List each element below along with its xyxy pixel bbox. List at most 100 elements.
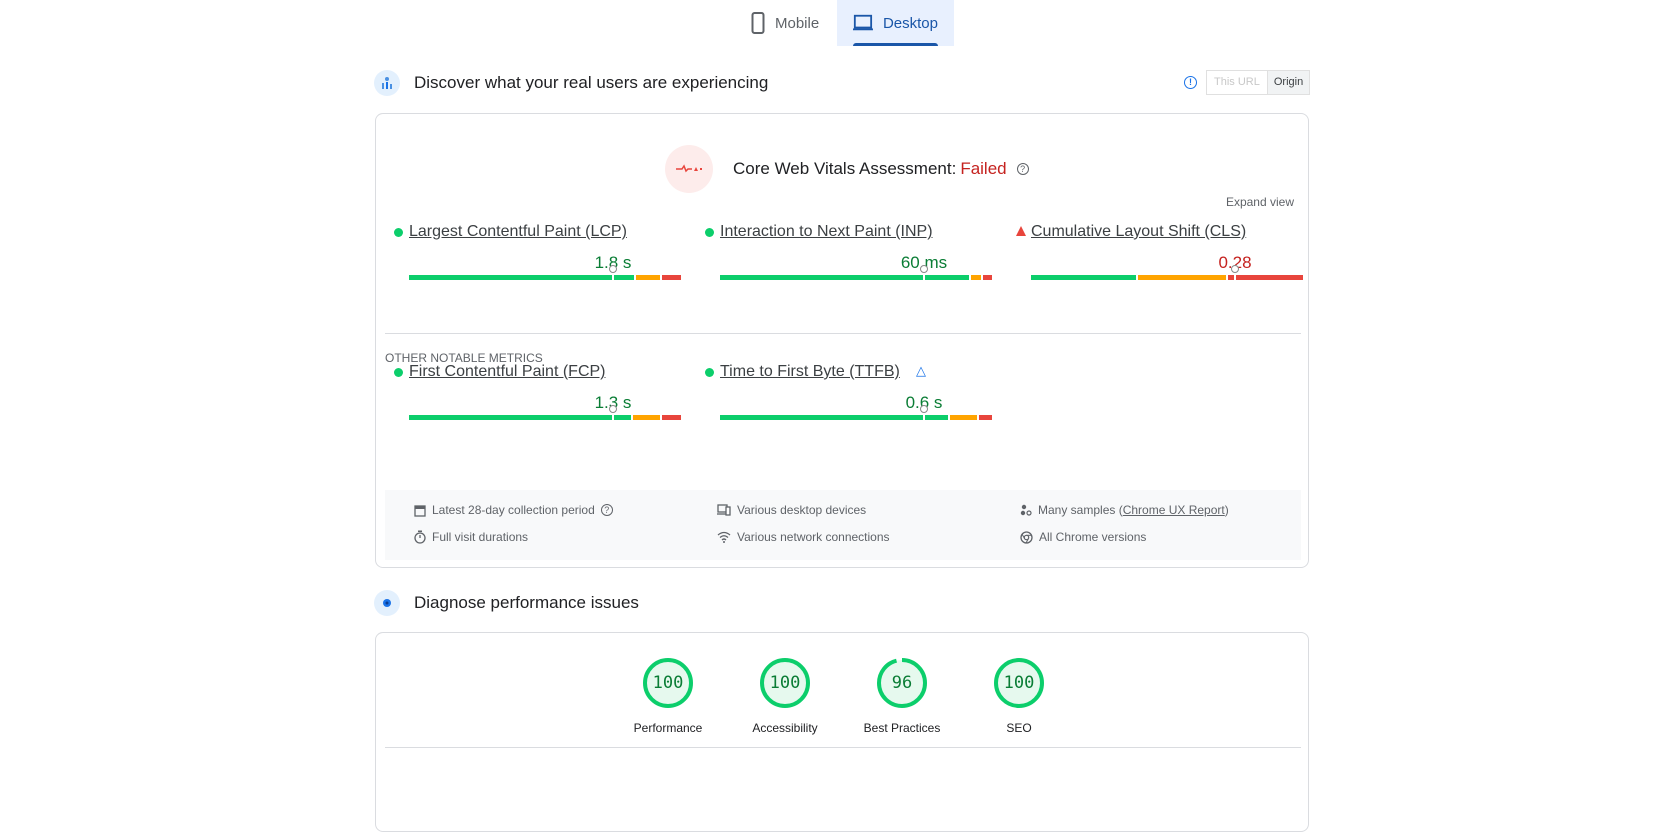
p75-marker (609, 265, 617, 280)
metric-label[interactable]: First Contentful Paint (FCP) (409, 363, 606, 380)
field-section-title: Discover what your real users are experi… (414, 73, 769, 92)
good-segment (1031, 275, 1136, 280)
score-ring (643, 658, 693, 708)
samples-text: Many samples ( (1038, 503, 1123, 517)
visit-durations-text: Full visit durations (432, 530, 529, 544)
distribution-bar (720, 275, 992, 280)
lab-section-title: Diagnose performance issues (414, 593, 639, 612)
metric-value: 1.8 s (594, 253, 632, 272)
tab-desktop[interactable]: Desktop (837, 0, 954, 46)
metric-value: 0.28 (1218, 253, 1252, 272)
samples-suffix: ) (1224, 503, 1229, 517)
expand-view-button[interactable]: Expand view (1225, 195, 1294, 209)
score-label: SEO (1006, 721, 1032, 735)
good-segment (720, 275, 970, 280)
chrome-ux-report-link[interactable]: Chrome UX Report (1122, 503, 1225, 517)
score-label: Accessibility (752, 721, 818, 735)
metric-label[interactable]: Cumulative Layout Shift (CLS) (1031, 223, 1247, 240)
tab-mobile-label: Mobile (775, 14, 820, 32)
score-gauge-seo[interactable]: 100 SEO (959, 657, 1079, 735)
chrome-icon (1020, 530, 1033, 544)
divider (385, 333, 1301, 334)
score-value: 96 (891, 673, 913, 693)
collection-period: Latest 28-day collection period ? (414, 503, 613, 517)
score-gauge-performance[interactable]: 100 Performance (608, 657, 728, 735)
assessment-label: Core Web Vitals Assessment: (733, 159, 957, 178)
needs-improvement-segment (971, 275, 981, 280)
network-text: Various network connections (737, 530, 890, 544)
poor-segment (982, 275, 992, 280)
poor-segment (662, 275, 682, 280)
field-data-card: Core Web Vitals Assessment: Failed ? Exp… (375, 113, 1309, 568)
distribution-bar (1031, 275, 1303, 280)
good-dot-icon (705, 228, 714, 237)
other-metrics-heading: OTHER NOTABLE METRICS (385, 351, 543, 365)
p75-marker (920, 265, 928, 280)
lighthouse-icon (374, 590, 400, 616)
chrome-versions-text: All Chrome versions (1039, 530, 1147, 544)
score-value: 100 (1003, 673, 1035, 693)
help-icon[interactable]: ? (600, 504, 613, 516)
score-ring (877, 658, 927, 708)
score-gauge-accessibility[interactable]: 100 Accessibility (725, 657, 845, 735)
calendar-icon (414, 504, 426, 517)
samples-info: Many samples (Chrome UX Report) (1020, 503, 1229, 517)
good-dot-icon (705, 368, 714, 377)
metric-value: 60 ms (900, 253, 948, 272)
failed-assessment-icon (665, 145, 713, 193)
metric-value: 0.6 s (905, 393, 943, 412)
wifi-icon (717, 531, 731, 543)
good-segment (409, 415, 632, 420)
lab-data-card: 100 Performance 100 Accessibility 96 Best Pra… (375, 632, 1309, 832)
needs-improvement-segment (949, 415, 977, 420)
metric-label[interactable]: Interaction to Next Paint (INP) (720, 223, 933, 240)
chrome-versions-info: All Chrome versions (1020, 530, 1146, 544)
score-label: Performance (633, 721, 703, 735)
this-url-button[interactable]: This URL (1214, 76, 1260, 88)
devices-text: Various desktop devices (737, 503, 867, 517)
metric-value: 1.3 s (594, 393, 632, 412)
needs-improvement-segment (636, 275, 661, 280)
poor-segment (662, 415, 681, 420)
info-icon[interactable]: ! (1184, 76, 1197, 89)
help-icon[interactable]: ? (1016, 163, 1029, 175)
good-segment (720, 415, 948, 420)
score-label: Best Practices (863, 721, 941, 735)
metric-label[interactable]: Largest Contentful Paint (LCP) (409, 223, 627, 240)
data-collection-info: Latest 28-day collection period ? Full v… (385, 490, 1301, 560)
distribution-bar (720, 415, 992, 420)
score-gauge-best-practices[interactable]: 96 Best Practices (842, 657, 962, 735)
score-ring (994, 658, 1044, 708)
devices-icon (717, 504, 731, 516)
collection-period-text: Latest 28-day collection period (432, 503, 595, 517)
poor-triangle-icon (1016, 226, 1026, 236)
poor-segment (1227, 275, 1303, 280)
visit-durations: Full visit durations (414, 530, 528, 544)
poor-segment (978, 415, 992, 420)
needs-improvement-segment (633, 415, 661, 420)
score-value: 100 (652, 673, 684, 693)
p75-marker (1231, 265, 1239, 280)
desktop-icon (853, 14, 873, 31)
origin-button[interactable]: Origin (1266, 71, 1310, 94)
samples-icon (1020, 504, 1032, 516)
url-origin-toggle: This URL Origin (1206, 70, 1311, 95)
good-dot-icon (394, 368, 403, 377)
distribution-bar (409, 275, 682, 280)
experimental-flask-icon: △ (916, 363, 926, 378)
network-info: Various network connections (717, 530, 890, 544)
stopwatch-icon (414, 530, 426, 544)
p75-marker (920, 405, 928, 420)
score-value: 100 (769, 673, 801, 693)
tab-mobile[interactable]: Mobile (735, 0, 835, 46)
score-ring (760, 658, 810, 708)
devices-info: Various desktop devices (717, 503, 866, 517)
good-segment (409, 275, 635, 280)
p75-marker (609, 405, 617, 420)
assessment-status: Failed (960, 159, 1007, 178)
divider (385, 747, 1301, 748)
tab-desktop-label: Desktop (882, 14, 938, 32)
cwv-assessment: Core Web Vitals Assessment: Failed ? (733, 159, 1029, 179)
distribution-bar (409, 415, 681, 420)
metric-label[interactable]: Time to First Byte (TTFB) (720, 363, 900, 380)
